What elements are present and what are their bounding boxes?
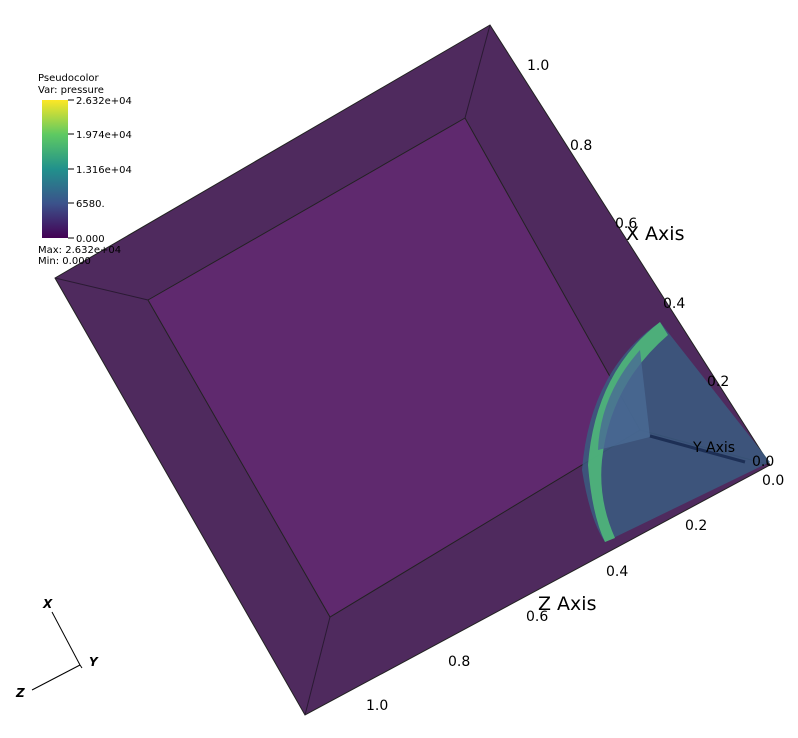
z-tick: 1.0 — [366, 698, 388, 714]
z-axis-title: Z Axis — [538, 593, 596, 615]
colorbar — [42, 100, 68, 238]
colorbar-ticks — [68, 99, 74, 239]
triad-x: X — [42, 597, 53, 611]
legend-min: Min: 0.000 — [38, 256, 91, 267]
triad-z: Z — [15, 686, 25, 700]
legend-max: Max: 2.632e+04 — [38, 245, 121, 256]
x-tick: 1.0 — [527, 58, 549, 74]
z-tick: 0.8 — [448, 654, 470, 670]
legend-tick: 1.316e+04 — [76, 165, 132, 176]
triad-lines — [31, 611, 83, 691]
legend-tick: 6580. — [76, 199, 105, 210]
z-tick: 0.2 — [685, 518, 707, 534]
x-tick: 0.4 — [663, 296, 685, 312]
z-tick: 0.6 — [526, 609, 548, 625]
triad-y: Y — [89, 655, 99, 669]
legend-tick: 2.632e+04 — [76, 96, 132, 107]
y-tick: 0.0 — [762, 473, 784, 489]
z-tick: 0.4 — [606, 564, 628, 580]
y-axis-title: Y Axis — [692, 440, 735, 456]
legend-tick: 1.974e+04 — [76, 130, 132, 141]
x-tick: 0.2 — [707, 374, 729, 390]
x-tick: 0.0 — [752, 454, 774, 470]
x-tick: 0.8 — [570, 138, 592, 154]
pressure-wave — [582, 322, 770, 542]
x-tick: 0.6 — [615, 216, 637, 232]
legend-variable: Var: pressure — [38, 85, 104, 96]
legend-tick: 0.000 — [76, 234, 105, 245]
legend-title: Pseudocolor — [38, 73, 100, 84]
x-axis-title: X Axis — [626, 223, 684, 245]
